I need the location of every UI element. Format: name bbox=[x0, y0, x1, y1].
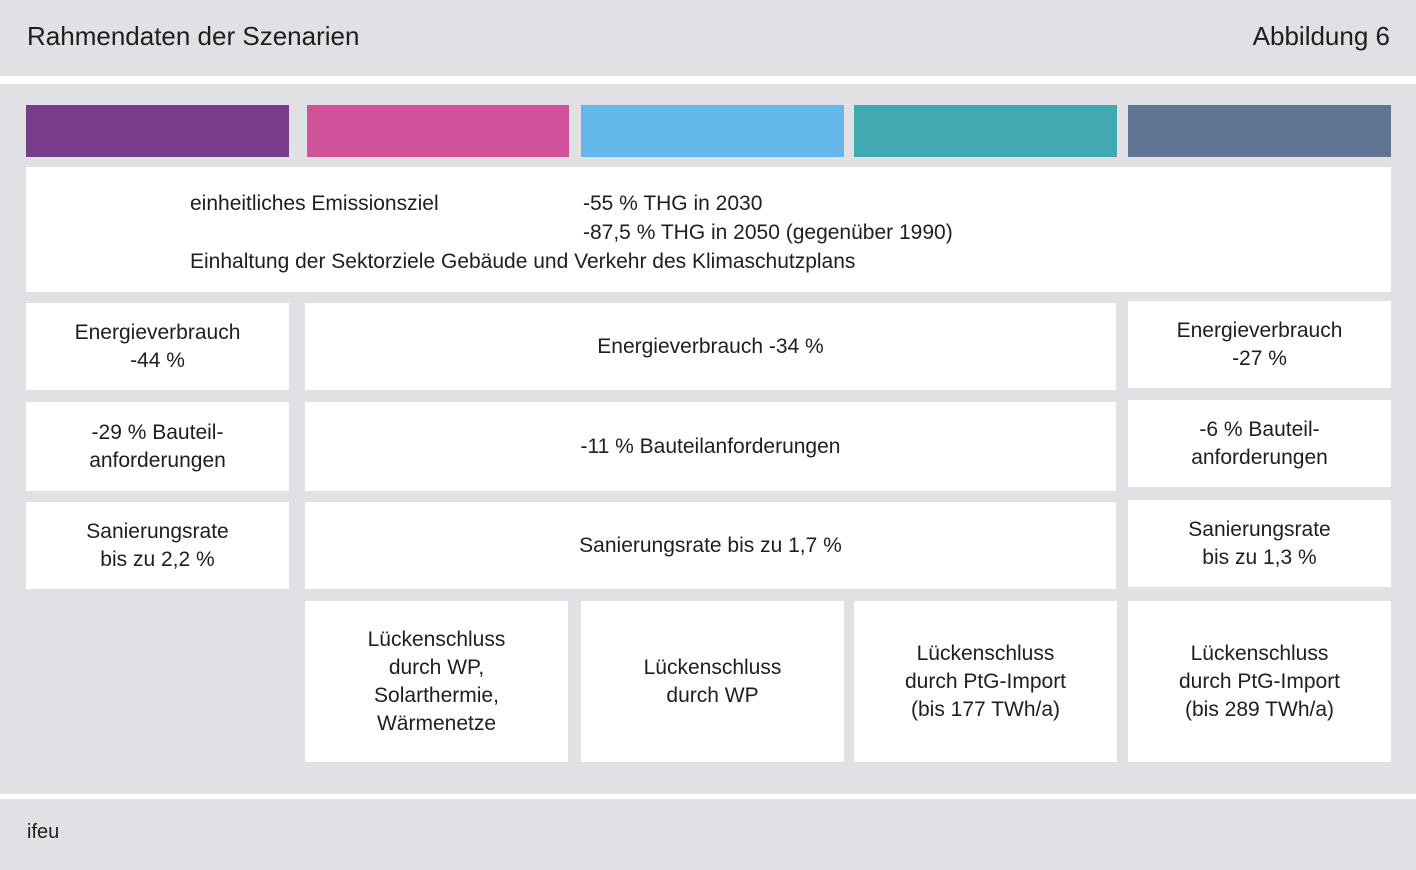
renovation-box-scenario-1: Sanierungsrate bis zu 2,2 % bbox=[26, 502, 289, 589]
sector-targets-note: Einhaltung der Sektorziele Gebäude und V… bbox=[190, 250, 856, 273]
gap-closure-box-scenario-5: Lückenschluss durch PtG-Import (bis 289 … bbox=[1128, 601, 1391, 762]
source-label: ifeu bbox=[27, 821, 60, 843]
scenario-bar-3 bbox=[581, 105, 844, 157]
figure-title: Rahmendaten der Szenarien bbox=[27, 21, 360, 51]
emission-goal-2030: -55 % THG in 2030 bbox=[583, 192, 763, 215]
scenario-bar-2 bbox=[307, 105, 569, 157]
scenario-bar-5 bbox=[1128, 105, 1391, 157]
gap-closure-box-scenario-4: Lückenschluss durch PtG-Import (bis 177 … bbox=[854, 601, 1117, 762]
header: Rahmendaten der Szenarien Abbildung 6 bbox=[0, 0, 1416, 76]
energy-box-scenario-1: Energieverbrauch -44 % bbox=[26, 303, 289, 390]
gap-closure-box-scenario-2: Lückenschluss durch WP, Solarthermie, Wä… bbox=[305, 601, 568, 762]
renovation-box-scenarios-2-4: Sanierungsrate bis zu 1,7 % bbox=[305, 502, 1116, 589]
component-box-scenario-5: -6 % Bauteil- anforderungen bbox=[1128, 400, 1391, 487]
component-box-scenario-1: -29 % Bauteil- anforderungen bbox=[26, 402, 289, 491]
scenario-bar-1 bbox=[26, 105, 289, 157]
emission-goal-2050: -87,5 % THG in 2050 (gegenüber 1990) bbox=[583, 221, 953, 244]
gap-closure-box-scenario-3: Lückenschluss durch WP bbox=[581, 601, 844, 762]
emission-target-box: einheitliches Emissionsziel -55 % THG in… bbox=[26, 167, 1391, 292]
component-box-scenarios-2-4: -11 % Bauteilanforderungen bbox=[305, 402, 1116, 491]
scenario-bar-4 bbox=[854, 105, 1117, 157]
footer: ifeu bbox=[0, 799, 1416, 870]
energy-box-scenario-5: Energieverbrauch -27 % bbox=[1128, 301, 1391, 388]
emission-target-label: einheitliches Emissionsziel bbox=[190, 192, 439, 215]
renovation-box-scenario-5: Sanierungsrate bis zu 1,3 % bbox=[1128, 500, 1391, 587]
energy-box-scenarios-2-4: Energieverbrauch -34 % bbox=[305, 303, 1116, 390]
figure-number: Abbildung 6 bbox=[1252, 21, 1390, 51]
